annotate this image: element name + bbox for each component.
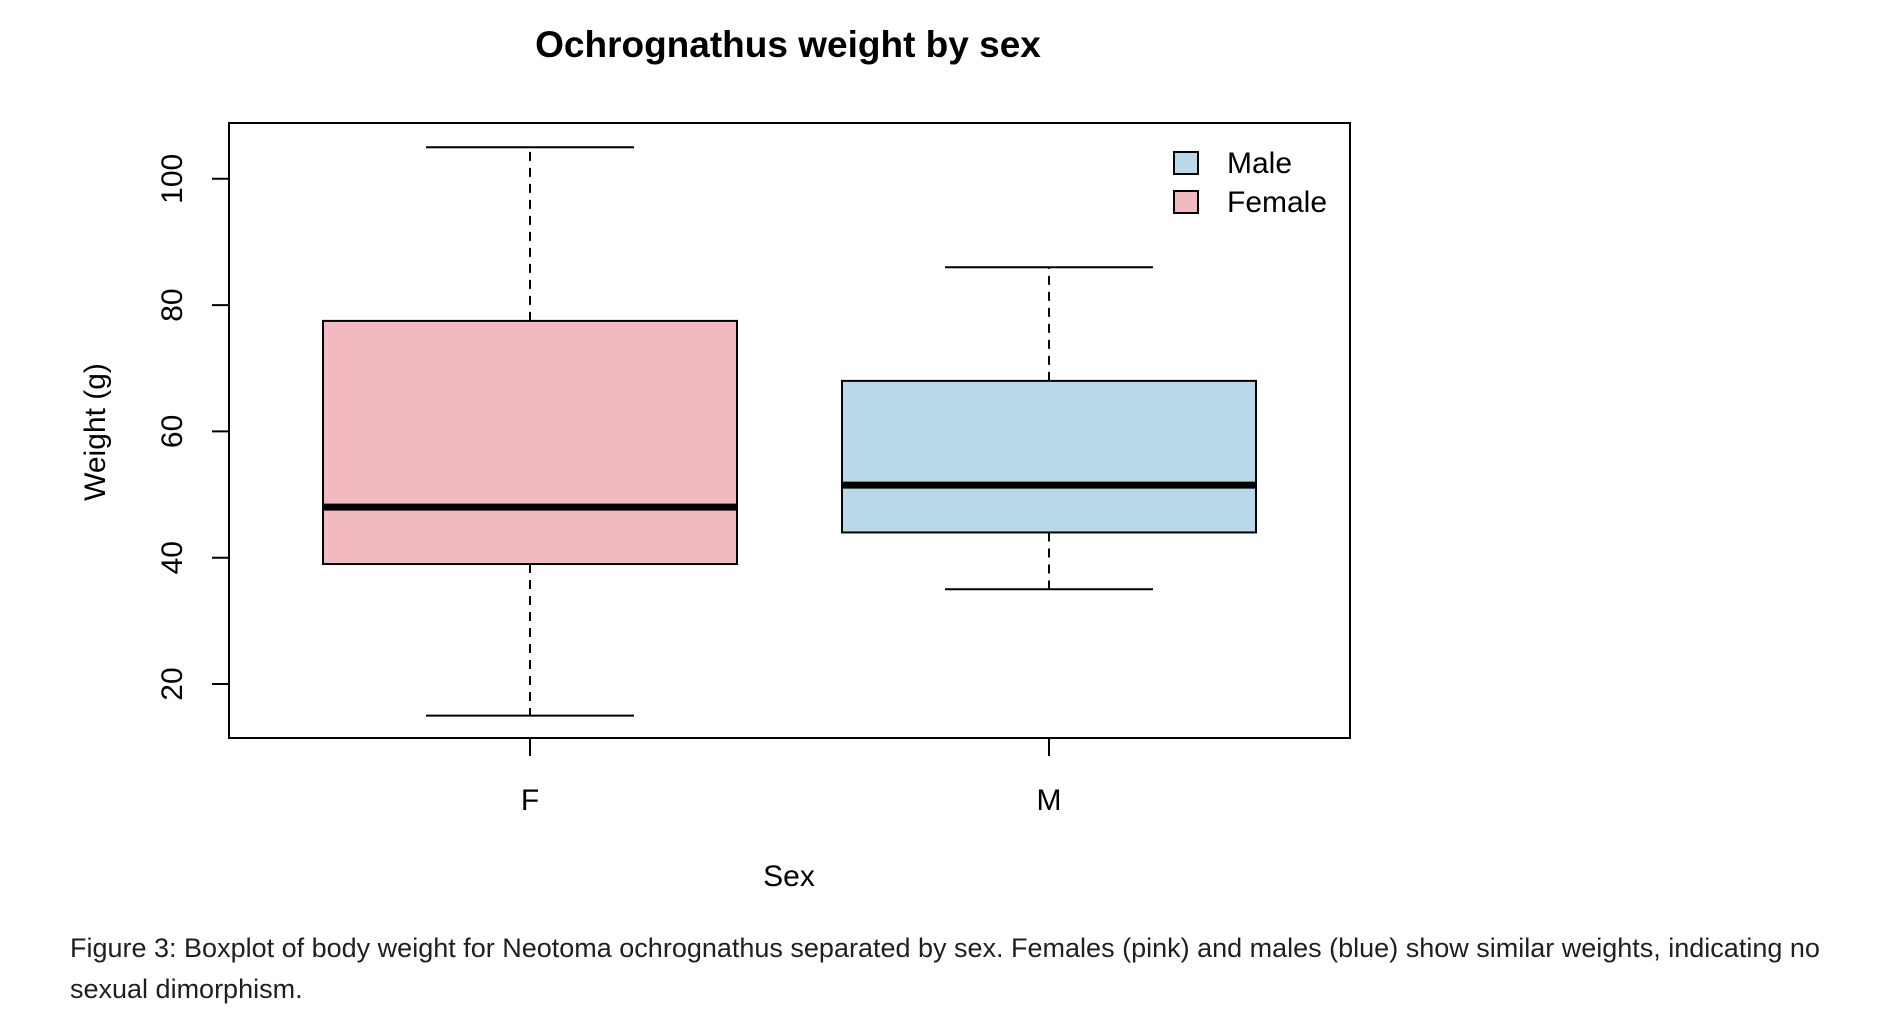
y-tick-label-20: 20 [156, 667, 189, 700]
box-M [841, 266, 1257, 591]
x-tick-label-M: M [1037, 784, 1062, 817]
y-axis: 20 40 60 80 100 [156, 154, 229, 701]
legend-label-female: Female [1227, 186, 1327, 219]
figure-caption: Figure 3: Boxplot of body weight for Neo… [70, 933, 1820, 1004]
y-tick-label-100: 100 [156, 154, 189, 204]
y-tick-label-80: 80 [156, 288, 189, 321]
iqr-box-M [841, 379, 1257, 534]
y-tick-label-60: 60 [156, 415, 189, 448]
legend-swatch-male [1173, 151, 1199, 175]
legend: Male Female [1173, 147, 1327, 219]
legend-item-male: Male [1173, 147, 1292, 180]
legend-label-male: Male [1227, 147, 1292, 180]
box-F [322, 146, 738, 717]
boxes [322, 146, 1257, 717]
boxplot-chart: Ochrognathus weight by sex 20 40 60 80 100 F… [79, 24, 1351, 893]
iqr-box-F [322, 319, 738, 566]
x-axis-label: Sex [763, 860, 815, 893]
y-axis-label: Weight (g) [79, 363, 112, 501]
x-tick-label-F: F [521, 784, 539, 817]
chart-title: Ochrognathus weight by sex [535, 24, 1041, 65]
legend-item-female: Female [1173, 186, 1327, 219]
y-tick-label-40: 40 [156, 541, 189, 574]
legend-swatch-female [1173, 190, 1199, 214]
